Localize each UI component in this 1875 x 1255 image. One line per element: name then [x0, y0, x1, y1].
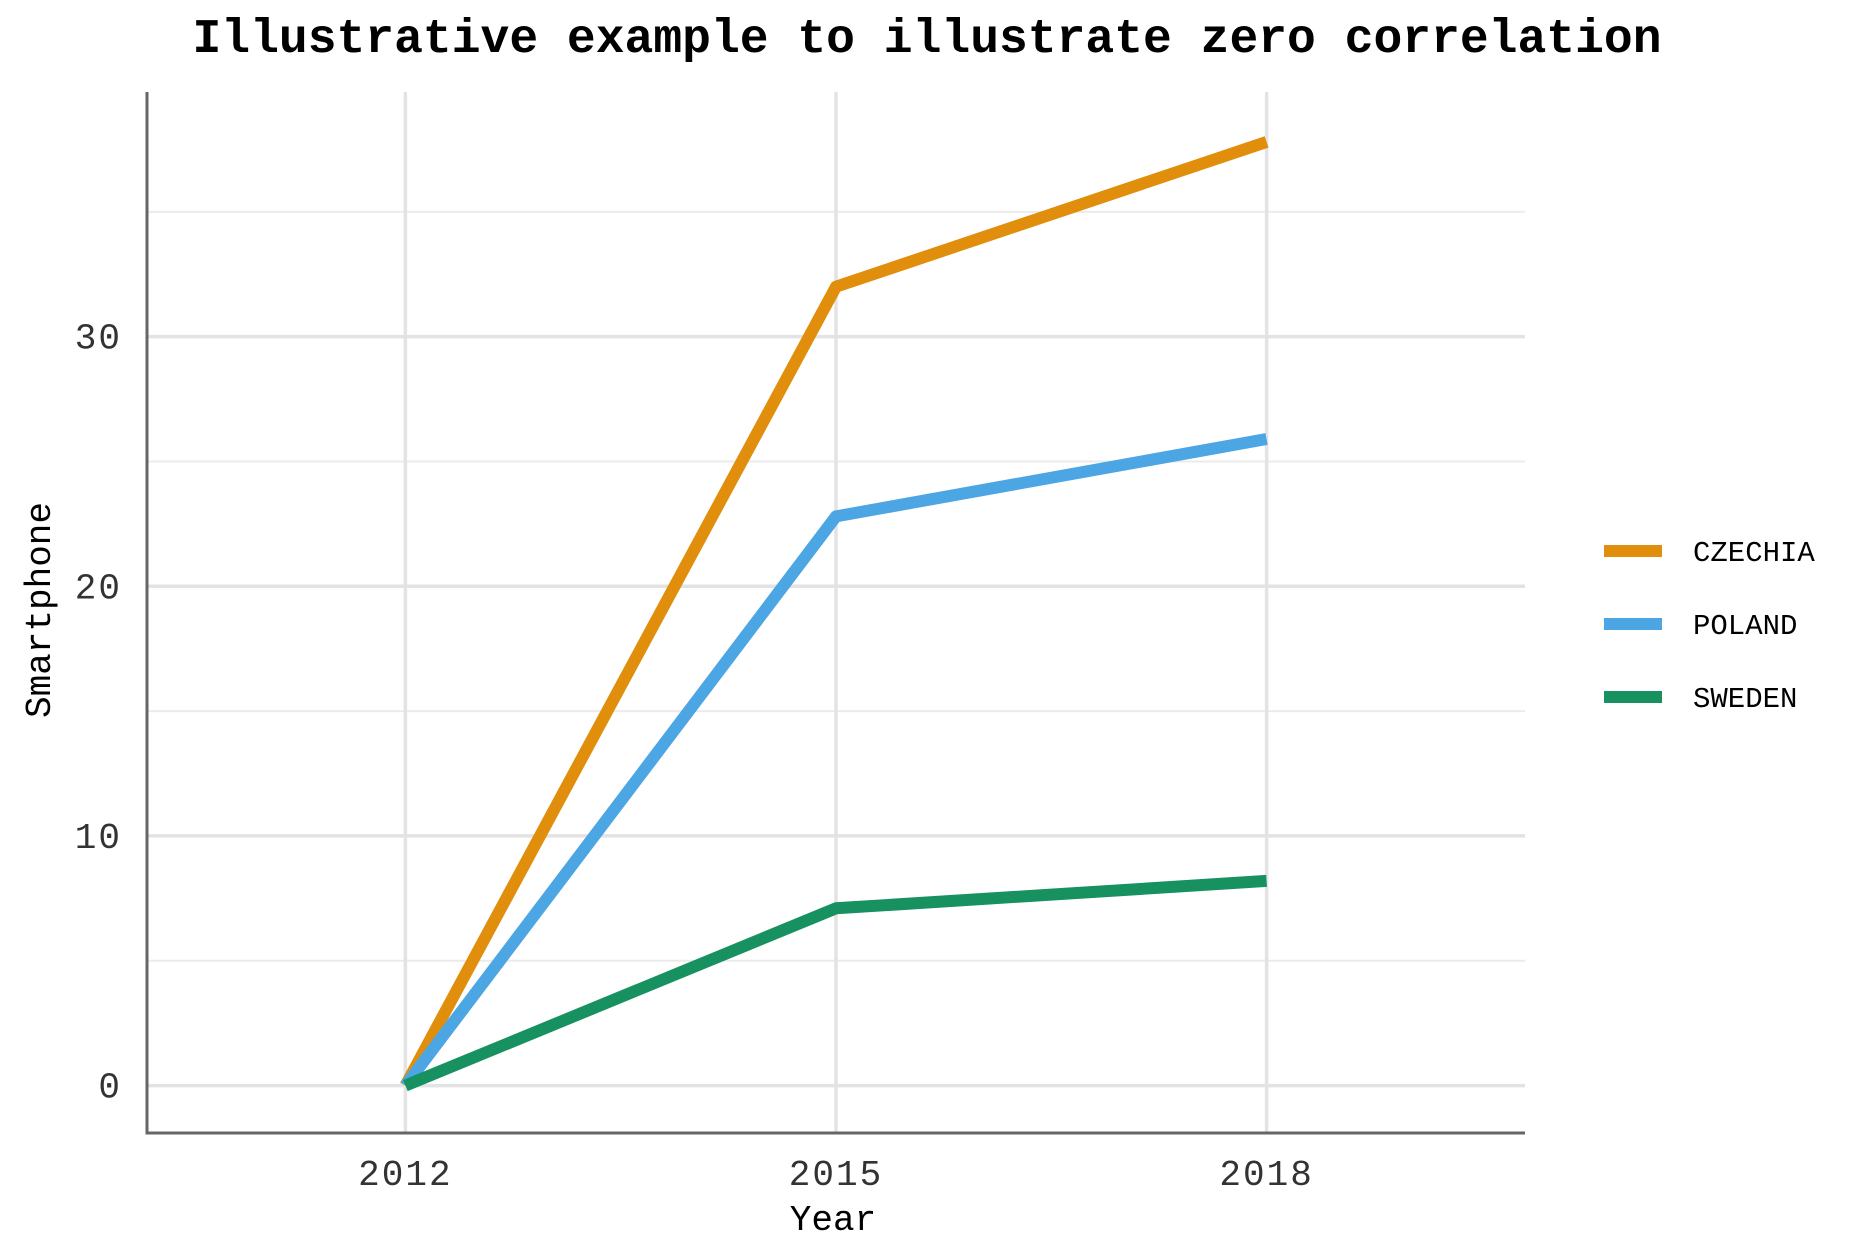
y-axis-title: Smartphone — [20, 502, 61, 718]
legend-label-poland: POLAND — [1693, 610, 1797, 643]
axes — [145, 92, 1525, 1135]
legend: CZECHIA POLAND SWEDEN — [1604, 537, 1815, 716]
grid — [147, 92, 1525, 1133]
series-line-czechia — [400, 136, 1269, 1089]
y-tick-label: 0 — [98, 1068, 122, 1109]
tick-labels: 0 10 20 30 2012 2015 2018 — [75, 319, 1313, 1196]
x-tick-label: 2015 — [789, 1155, 883, 1196]
series-lines — [400, 136, 1269, 1092]
y-tick-label: 30 — [75, 319, 122, 360]
chart-title: Illustrative example to illustrate zero … — [192, 13, 1661, 67]
y-tick-label: 20 — [75, 568, 122, 609]
x-tick-label: 2018 — [1219, 1155, 1313, 1196]
x-axis-title: Year — [790, 1200, 876, 1241]
legend-label-czechia: CZECHIA — [1693, 537, 1815, 570]
x-tick-label: 2012 — [358, 1155, 452, 1196]
series-line-sweden — [403, 874, 1267, 1092]
y-tick-label: 10 — [75, 818, 122, 859]
legend-label-sweden: SWEDEN — [1693, 683, 1797, 716]
series-line-poland — [400, 433, 1268, 1090]
